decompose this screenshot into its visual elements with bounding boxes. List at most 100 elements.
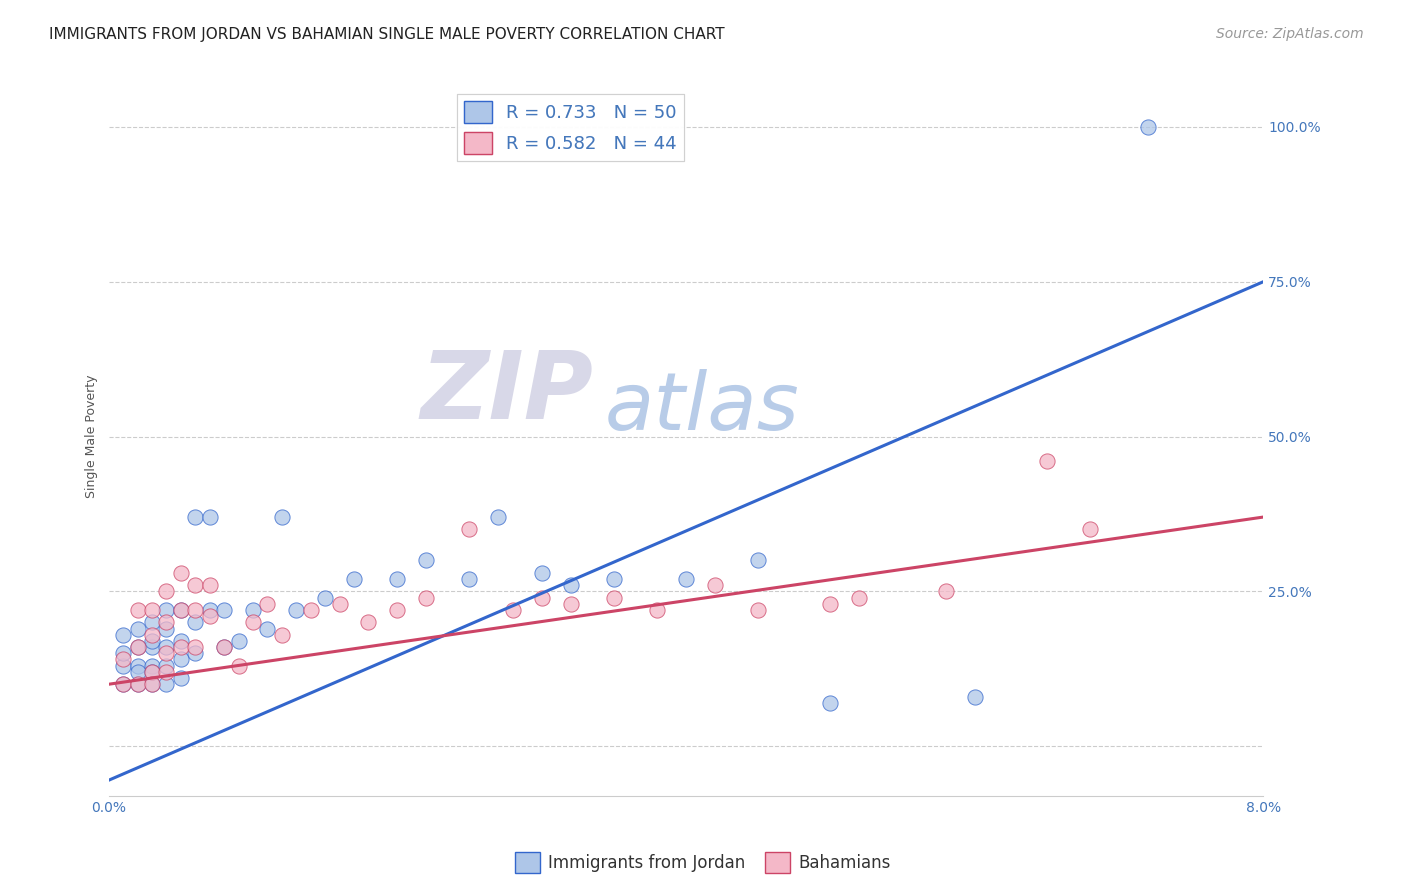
Point xyxy=(112,677,135,691)
Point xyxy=(603,591,626,605)
Point xyxy=(184,615,207,630)
Point xyxy=(242,615,264,630)
Point xyxy=(112,677,135,691)
Point xyxy=(228,658,250,673)
Point xyxy=(112,646,135,660)
Point xyxy=(935,584,957,599)
Point xyxy=(963,690,986,704)
Legend: R = 0.733   N = 50, R = 0.582   N = 44: R = 0.733 N = 50, R = 0.582 N = 44 xyxy=(457,94,683,161)
Point xyxy=(127,677,149,691)
Point xyxy=(256,597,278,611)
Point xyxy=(141,677,163,691)
Point xyxy=(112,658,135,673)
Point xyxy=(141,633,163,648)
Point xyxy=(1078,523,1101,537)
Point xyxy=(242,603,264,617)
Point xyxy=(820,696,842,710)
Point xyxy=(170,603,193,617)
Point xyxy=(155,677,177,691)
Point xyxy=(212,603,235,617)
Point xyxy=(299,603,322,617)
Point xyxy=(170,671,193,685)
Point xyxy=(112,628,135,642)
Point xyxy=(184,578,207,592)
Point xyxy=(170,652,193,666)
Point xyxy=(141,640,163,654)
Text: IMMIGRANTS FROM JORDAN VS BAHAMIAN SINGLE MALE POVERTY CORRELATION CHART: IMMIGRANTS FROM JORDAN VS BAHAMIAN SINGL… xyxy=(49,27,725,42)
Point xyxy=(127,603,149,617)
Point xyxy=(198,603,221,617)
Point xyxy=(329,597,352,611)
Point xyxy=(314,591,336,605)
Point xyxy=(560,597,582,611)
Point xyxy=(127,658,149,673)
Point xyxy=(343,572,366,586)
Point xyxy=(486,510,509,524)
Point xyxy=(198,609,221,624)
Point xyxy=(127,665,149,679)
Point xyxy=(502,603,524,617)
Point xyxy=(184,646,207,660)
Point xyxy=(458,572,481,586)
Point xyxy=(747,553,769,567)
Point xyxy=(170,633,193,648)
Point xyxy=(1035,454,1057,468)
Point xyxy=(141,665,163,679)
Point xyxy=(415,591,437,605)
Point xyxy=(357,615,380,630)
Point xyxy=(155,615,177,630)
Point xyxy=(530,566,553,580)
Point xyxy=(170,566,193,580)
Point xyxy=(141,603,163,617)
Point xyxy=(387,603,409,617)
Point xyxy=(141,615,163,630)
Point xyxy=(170,603,193,617)
Point xyxy=(228,633,250,648)
Point xyxy=(141,628,163,642)
Point xyxy=(198,578,221,592)
Point xyxy=(820,597,842,611)
Text: atlas: atlas xyxy=(605,368,800,447)
Point xyxy=(141,665,163,679)
Point xyxy=(198,510,221,524)
Point xyxy=(155,622,177,636)
Text: Source: ZipAtlas.com: Source: ZipAtlas.com xyxy=(1216,27,1364,41)
Point xyxy=(530,591,553,605)
Point xyxy=(141,677,163,691)
Point xyxy=(170,640,193,654)
Point xyxy=(387,572,409,586)
Point xyxy=(675,572,697,586)
Point xyxy=(256,622,278,636)
Point xyxy=(127,622,149,636)
Point xyxy=(1136,120,1159,134)
Point xyxy=(285,603,308,617)
Point xyxy=(184,640,207,654)
Point xyxy=(127,677,149,691)
Point xyxy=(141,658,163,673)
Point xyxy=(127,640,149,654)
Point xyxy=(155,658,177,673)
Point xyxy=(603,572,626,586)
Point xyxy=(458,523,481,537)
Point xyxy=(560,578,582,592)
Point xyxy=(270,510,292,524)
Point xyxy=(155,640,177,654)
Point xyxy=(155,603,177,617)
Point xyxy=(212,640,235,654)
Point xyxy=(184,603,207,617)
Point xyxy=(184,510,207,524)
Point xyxy=(848,591,870,605)
Text: ZIP: ZIP xyxy=(420,348,593,440)
Point xyxy=(155,584,177,599)
Point xyxy=(127,640,149,654)
Point xyxy=(645,603,668,617)
Point xyxy=(112,652,135,666)
Point xyxy=(270,628,292,642)
Legend: Immigrants from Jordan, Bahamians: Immigrants from Jordan, Bahamians xyxy=(508,846,898,880)
Y-axis label: Single Male Poverty: Single Male Poverty xyxy=(86,375,98,499)
Point xyxy=(415,553,437,567)
Point xyxy=(155,646,177,660)
Point xyxy=(747,603,769,617)
Point xyxy=(212,640,235,654)
Point xyxy=(703,578,725,592)
